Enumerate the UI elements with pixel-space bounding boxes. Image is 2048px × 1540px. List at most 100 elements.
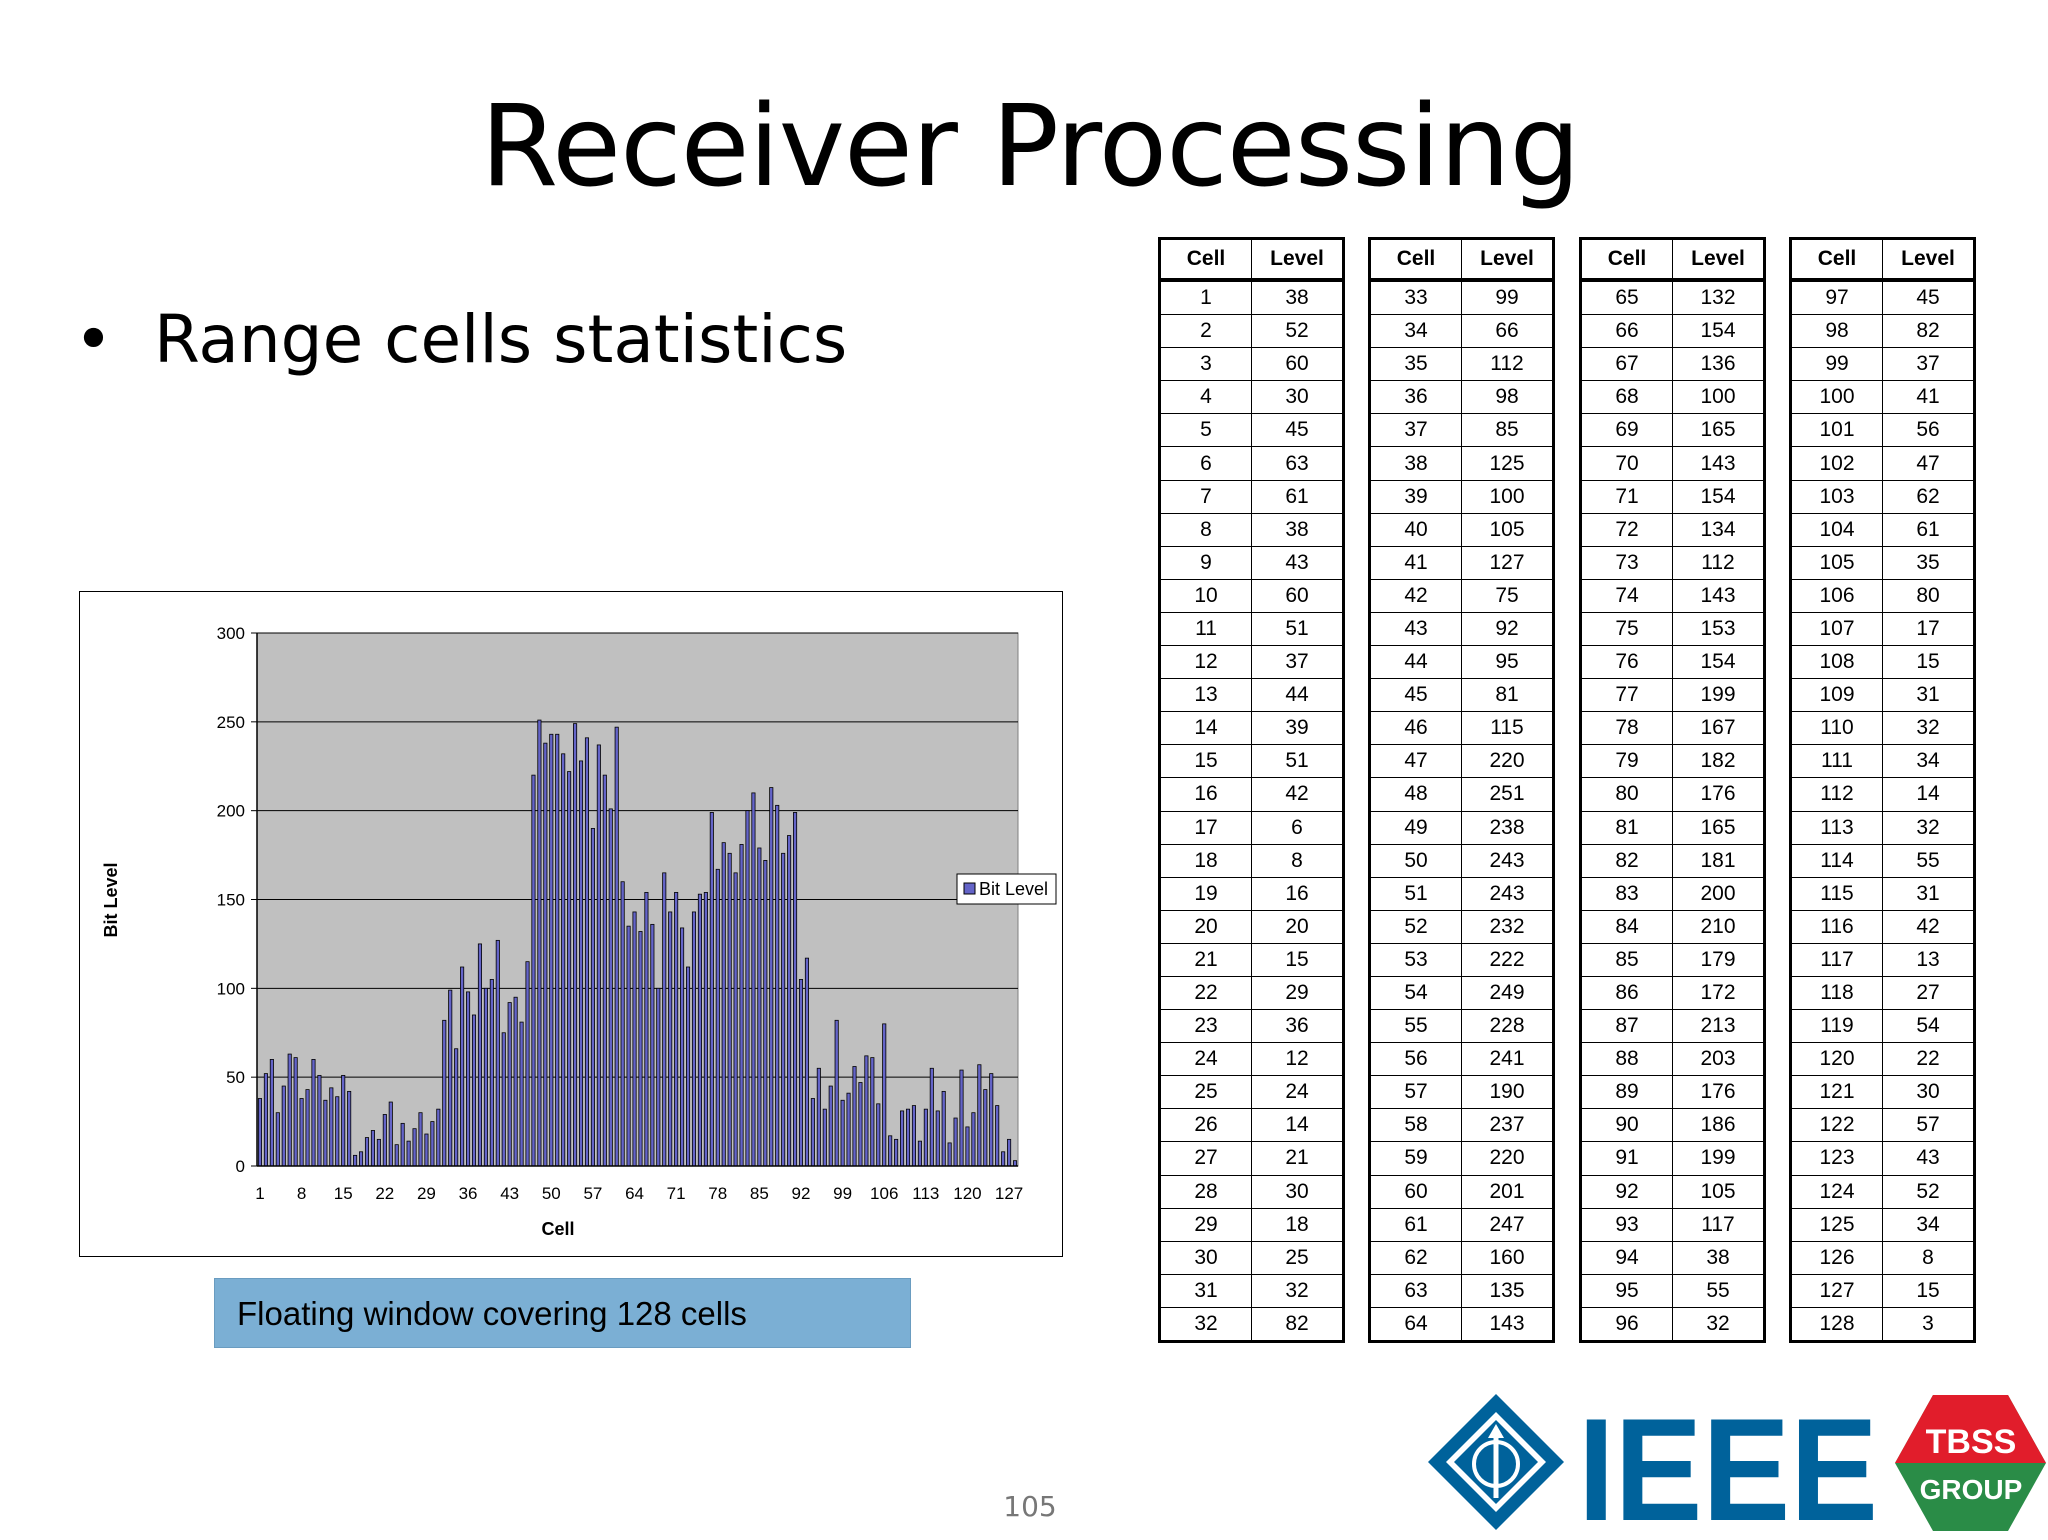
level-value: 32 xyxy=(1882,810,1975,845)
cell-level-table-3: Cell Level 65 132 66 154 67 136 68 100 69 165 70 143 7… xyxy=(1579,237,1766,1343)
cell-number: 77 xyxy=(1580,678,1673,713)
table-row: 115 31 xyxy=(1790,876,1975,911)
bar xyxy=(567,771,572,1167)
cell-number: 60 xyxy=(1369,1174,1462,1209)
cell-number: 6 xyxy=(1159,446,1252,481)
cell-number: 30 xyxy=(1159,1240,1252,1275)
level-value: 15 xyxy=(1251,942,1344,977)
level-value: 14 xyxy=(1882,777,1975,812)
table-row: 84 210 xyxy=(1580,909,1765,944)
level-value: 200 xyxy=(1672,876,1765,911)
bar xyxy=(644,891,649,1167)
level-value: 186 xyxy=(1672,1108,1765,1143)
y-axis-title: Bit Level xyxy=(101,862,121,937)
level-value: 134 xyxy=(1672,512,1765,547)
table-row: 117 13 xyxy=(1790,942,1975,977)
table-row: 93 117 xyxy=(1580,1207,1765,1242)
table-row: 102 47 xyxy=(1790,446,1975,481)
table-row: 101 56 xyxy=(1790,413,1975,448)
table-row: 125 34 xyxy=(1790,1207,1975,1242)
level-value: 165 xyxy=(1672,413,1765,448)
cell-number: 73 xyxy=(1580,545,1673,580)
table-row: 81 165 xyxy=(1580,810,1765,845)
table-row: 27 21 xyxy=(1159,1141,1344,1176)
cell-number: 27 xyxy=(1159,1141,1252,1176)
table-row: 57 190 xyxy=(1369,1075,1554,1110)
x-tick-label: 113 xyxy=(912,1184,939,1203)
level-value: 63 xyxy=(1251,446,1344,481)
table-row: 48 251 xyxy=(1369,777,1554,812)
level-value: 117 xyxy=(1672,1207,1765,1242)
bar xyxy=(495,939,500,1167)
table-row: 38 125 xyxy=(1369,446,1554,481)
cell-number: 34 xyxy=(1369,314,1462,349)
table-row: 8 38 xyxy=(1159,512,1344,547)
level-value: 45 xyxy=(1251,413,1344,448)
table-row: 77 199 xyxy=(1580,678,1765,713)
bar xyxy=(727,852,732,1167)
table-row: 85 179 xyxy=(1580,942,1765,977)
level-value: 190 xyxy=(1461,1075,1554,1110)
cell-header: Cell xyxy=(1369,238,1462,282)
table-row: 128 3 xyxy=(1790,1306,1975,1343)
table-row: 75 153 xyxy=(1580,611,1765,647)
cell-number: 114 xyxy=(1790,843,1883,878)
cell-number: 35 xyxy=(1369,347,1462,382)
bar xyxy=(953,1117,958,1167)
cell-number: 128 xyxy=(1790,1306,1883,1343)
cell-number: 64 xyxy=(1369,1306,1462,1343)
bar xyxy=(816,1067,821,1167)
level-value: 98 xyxy=(1461,380,1554,415)
cell-number: 88 xyxy=(1580,1042,1673,1077)
level-value: 6 xyxy=(1251,810,1344,845)
cell-number: 69 xyxy=(1580,413,1673,448)
table-row: 108 15 xyxy=(1790,645,1975,680)
bar xyxy=(935,1110,940,1167)
table-row: 31 32 xyxy=(1159,1273,1344,1308)
bar xyxy=(941,1090,946,1167)
cell-number: 87 xyxy=(1580,1009,1673,1044)
cell-number: 115 xyxy=(1790,876,1883,911)
cell-number: 58 xyxy=(1369,1108,1462,1143)
table-row: 45 81 xyxy=(1369,678,1554,713)
table-row: 118 27 xyxy=(1790,975,1975,1011)
bar xyxy=(632,911,637,1167)
table-row: 52 232 xyxy=(1369,909,1554,944)
level-value: 15 xyxy=(1882,645,1975,680)
level-value: 154 xyxy=(1672,645,1765,680)
level-value: 176 xyxy=(1672,1075,1765,1110)
bar xyxy=(798,979,804,1167)
bar xyxy=(650,923,655,1167)
bar xyxy=(466,991,471,1167)
cell-number: 59 xyxy=(1369,1141,1462,1176)
level-value: 228 xyxy=(1461,1009,1554,1044)
cell-number: 18 xyxy=(1159,843,1252,878)
table-header-row: Cell Level xyxy=(1580,238,1765,282)
cell-number: 85 xyxy=(1580,942,1673,977)
bar xyxy=(448,989,453,1167)
table-row: 64 143 xyxy=(1369,1306,1554,1343)
x-tick-label: 29 xyxy=(417,1184,436,1203)
cell-number: 45 xyxy=(1369,678,1462,713)
slide-title: Receiver Processing xyxy=(480,82,1580,212)
table-row: 40 105 xyxy=(1369,512,1554,547)
bar xyxy=(662,872,667,1167)
table-row: 90 186 xyxy=(1580,1108,1765,1143)
table-row: 89 176 xyxy=(1580,1075,1765,1110)
x-tick-label: 64 xyxy=(625,1184,644,1203)
x-ticks: 1 8 15 22 29 36 43 50 57 64 71 78 85 92 99 106 113 120 127 xyxy=(255,1184,1023,1203)
cell-number: 10 xyxy=(1159,578,1252,613)
cell-number: 24 xyxy=(1159,1042,1252,1077)
table-row: 13 44 xyxy=(1159,678,1344,713)
bar xyxy=(353,1154,358,1167)
level-value: 75 xyxy=(1461,578,1554,613)
cell-number: 62 xyxy=(1369,1240,1462,1275)
bar xyxy=(834,1019,839,1167)
table-row: 68 100 xyxy=(1580,380,1765,415)
level-value: 42 xyxy=(1251,777,1344,812)
table-row: 37 85 xyxy=(1369,413,1554,448)
cell-number: 23 xyxy=(1159,1009,1252,1044)
level-value: 132 xyxy=(1672,279,1765,316)
level-value: 82 xyxy=(1882,314,1975,349)
cell-number: 50 xyxy=(1369,843,1462,878)
